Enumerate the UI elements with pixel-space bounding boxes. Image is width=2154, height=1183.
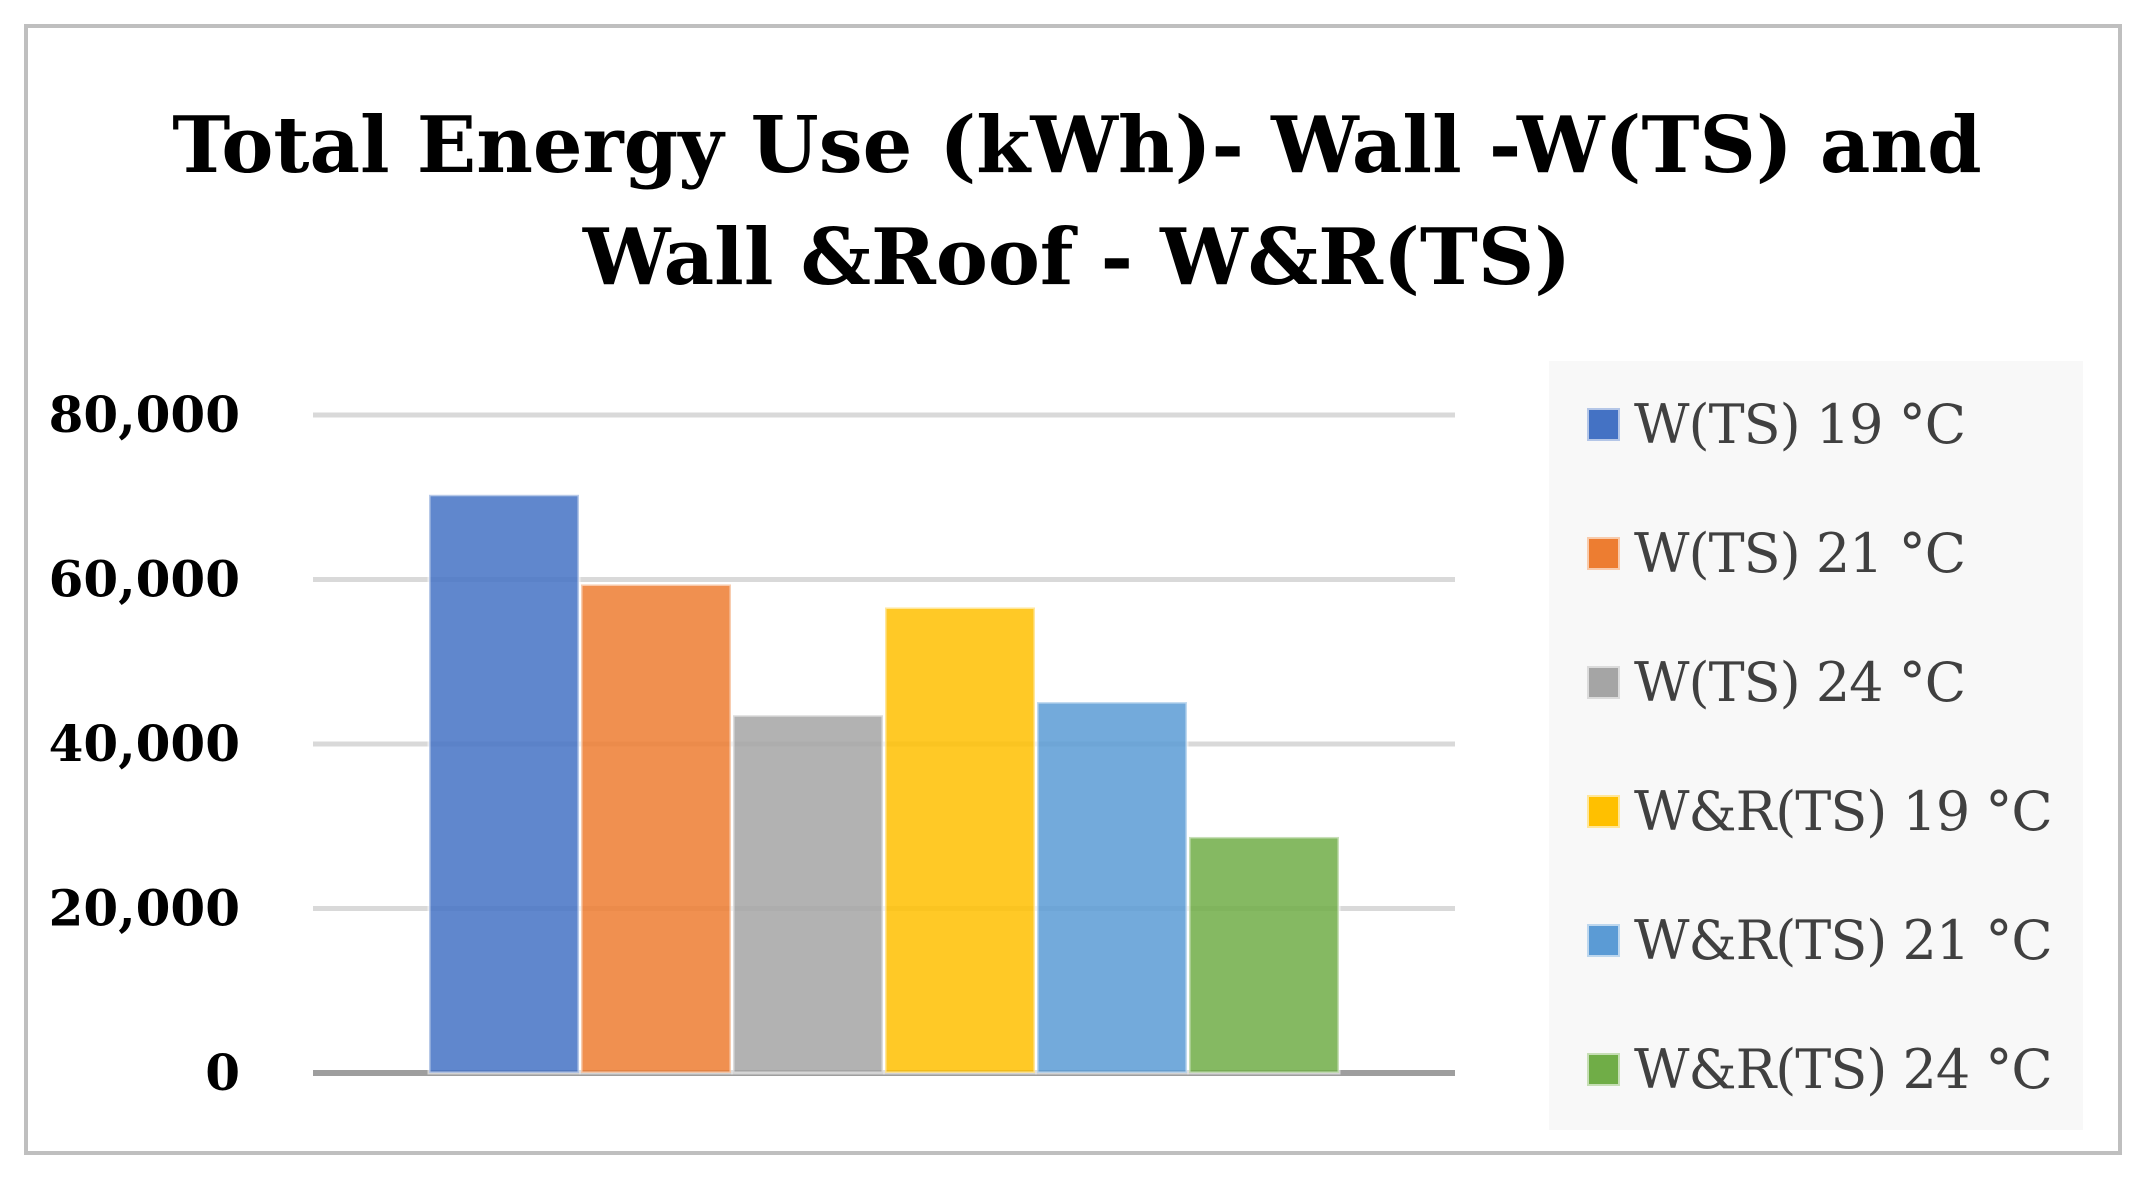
- legend-item-4: W&R(TS) 19 °C: [1587, 771, 2053, 851]
- legend: W(TS) 19 °C W(TS) 21 °C W(TS) 24 °C W&R(TS)…: [1549, 361, 2083, 1130]
- bar-5: [1035, 700, 1189, 1075]
- legend-item-3: W(TS) 24 °C: [1587, 642, 1966, 722]
- legend-item-2: W(TS) 21 °C: [1587, 513, 1966, 593]
- legend-label-2: W(TS) 21 °C: [1634, 521, 1966, 585]
- bar-1: [427, 493, 581, 1075]
- legend-swatch-5: [1587, 923, 1620, 957]
- legend-label-5: W&R(TS) 21 °C: [1634, 908, 2053, 972]
- y-tick-label-0: 0: [205, 1043, 240, 1102]
- y-tick-label-1: 20,000: [49, 879, 240, 938]
- chart-title: Total Energy Use (kWh)- Wall -W(TS) and …: [0, 90, 2154, 314]
- legend-swatch-1: [1587, 407, 1620, 441]
- y-tick-label-2: 40,000: [49, 714, 240, 773]
- legend-label-6: W&R(TS) 24 °C: [1634, 1037, 2053, 1101]
- chart-title-line-2: Wall &Roof - W&R(TS): [582, 212, 1572, 303]
- legend-label-3: W(TS) 24 °C: [1634, 650, 1966, 714]
- legend-item-5: W&R(TS) 21 °C: [1587, 900, 2053, 980]
- y-tick-label-4: 80,000: [49, 385, 240, 444]
- legend-swatch-6: [1587, 1052, 1620, 1086]
- chart-title-line-1: Total Energy Use (kWh)- Wall -W(TS) and: [172, 100, 1982, 191]
- bar-4: [883, 605, 1037, 1075]
- legend-item-1: W(TS) 19 °C: [1587, 384, 1966, 464]
- legend-label-4: W&R(TS) 19 °C: [1634, 779, 2053, 843]
- legend-swatch-3: [1587, 665, 1620, 699]
- bar-2: [579, 582, 733, 1075]
- y-axis-tick-labels: 0 20,000 40,000 60,000 80,000: [49, 385, 240, 1102]
- bar-3: [731, 713, 885, 1075]
- legend-swatch-2: [1587, 536, 1620, 570]
- legend-swatch-4: [1587, 794, 1620, 828]
- bar-6: [1187, 835, 1341, 1075]
- legend-label-1: W(TS) 19 °C: [1634, 392, 1966, 456]
- y-tick-label-3: 60,000: [49, 550, 240, 609]
- legend-item-6: W&R(TS) 24 °C: [1587, 1029, 2053, 1109]
- bars: [427, 493, 1341, 1075]
